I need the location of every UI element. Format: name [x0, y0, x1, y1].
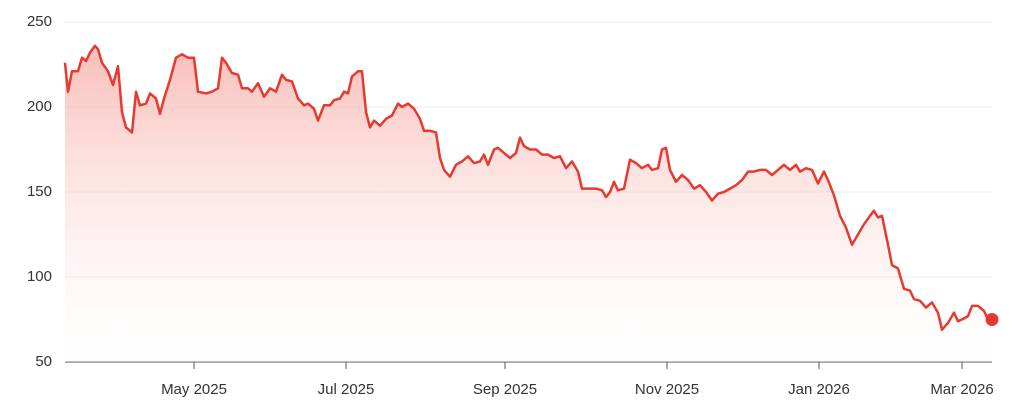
y-tick-label: 100 — [27, 268, 52, 285]
last-point — [985, 313, 999, 326]
x-tick-label: Mar 2026 — [930, 381, 993, 398]
x-tick-label: Jan 2026 — [788, 381, 850, 398]
x-tick-label: Jul 2025 — [318, 381, 375, 398]
y-tick-label: 200 — [27, 98, 52, 115]
x-tick-label: Sep 2025 — [473, 381, 537, 398]
y-tick-label: 250 — [27, 13, 52, 30]
area — [65, 45, 992, 363]
x-tick-label: May 2025 — [161, 381, 227, 398]
price-line — [63, 44, 992, 331]
x-tick-label: Nov 2025 — [635, 381, 699, 398]
y-tick-label: 150 — [27, 183, 52, 200]
y-tick-label: 50 — [35, 353, 52, 370]
